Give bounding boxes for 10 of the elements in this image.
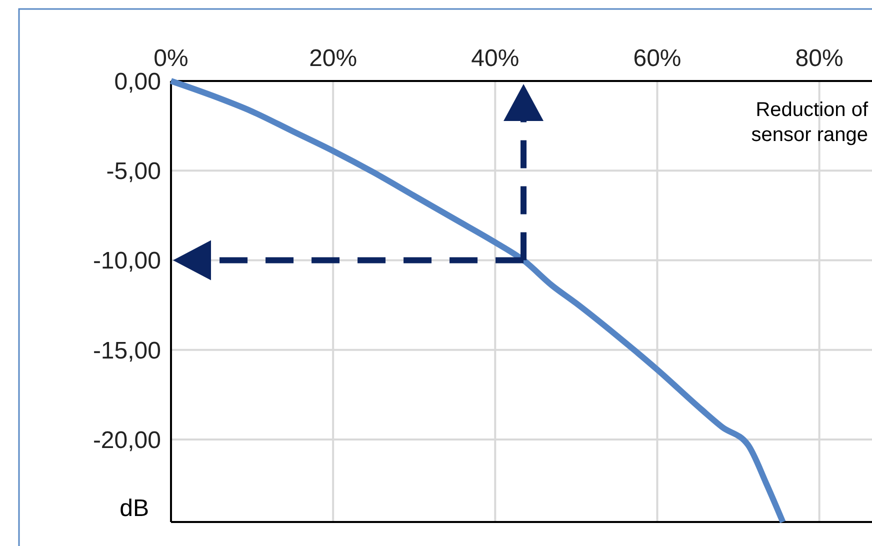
x-tick-label: 40% xyxy=(471,45,520,72)
annotation: Reduction of sensor range xyxy=(751,99,868,146)
y-axis-title: dB xyxy=(120,495,149,522)
x-tick-label: 60% xyxy=(633,45,682,72)
x-tick-label: 20% xyxy=(309,45,358,72)
y-tick-label: -5,00 xyxy=(106,158,161,186)
y-tick-label: -20,00 xyxy=(92,426,161,454)
y-tick-label: -10,00 xyxy=(92,248,161,275)
y-tick-label: -15,00 xyxy=(92,337,161,364)
x-tick-label: 80% xyxy=(795,45,844,72)
